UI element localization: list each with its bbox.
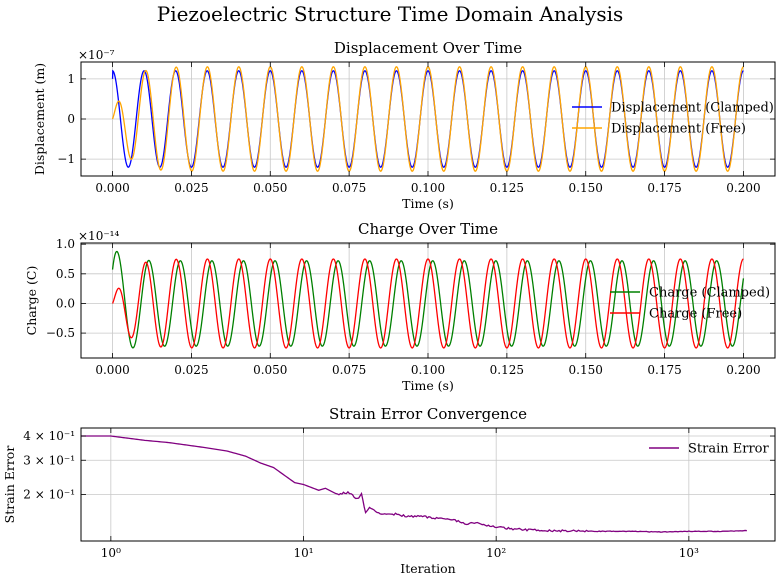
y-tick-label: 3 × 10⁻¹ [23, 453, 75, 467]
y-axis-label: Displacement (m) [32, 63, 47, 175]
y-axis-label: Charge (C) [24, 266, 39, 336]
legend-label: Charge (Clamped) [649, 286, 770, 301]
legend: Charge (Clamped) Charge (Free) [610, 286, 770, 322]
series-line-1 [81, 435, 747, 533]
x-axis-label: Time (s) [402, 196, 454, 211]
legend-label: Strain Error [688, 442, 770, 457]
y-tick-label: −0.5 [46, 326, 75, 340]
legend: Strain Error [649, 442, 770, 457]
x-tick-label: 0.025 [174, 363, 208, 377]
x-tick-label: 0.200 [726, 363, 760, 377]
legend: Displacement (Clamped) Displacement (Free… [572, 101, 774, 137]
y-tick-label: −1 [57, 152, 75, 166]
legend-label: Charge (Free) [649, 307, 742, 322]
subplot-1: 0.000 0.025 0.050 0.075 0.100 0.125 0.150 0.175… [32, 39, 776, 211]
subplot-title: Displacement Over Time [334, 39, 522, 57]
x-tick-label: 10² [486, 546, 506, 560]
x-tick-label: 0.125 [490, 181, 524, 195]
series-line-2 [111, 258, 744, 349]
y-tick-label: 0 [67, 112, 75, 126]
x-tick-label: 10³ [679, 546, 699, 560]
x-tick-label: 10⁰ [101, 546, 121, 560]
series-group [81, 435, 747, 533]
x-tick-label: 0.150 [569, 181, 603, 195]
x-tick-label: 0.100 [411, 363, 445, 377]
x-tick-label: 0.175 [647, 181, 681, 195]
x-tick-label: 0.050 [253, 363, 287, 377]
y-axis-label: Strain Error [2, 446, 17, 524]
x-tick-label: 0.000 [95, 363, 129, 377]
x-tick-label: 0.075 [332, 363, 366, 377]
x-tick-label: 0.175 [647, 363, 681, 377]
y-tick-label: 0.5 [56, 267, 75, 281]
x-axis-label: Iteration [400, 561, 455, 576]
subplot-title: Strain Error Convergence [329, 405, 527, 423]
series-group [111, 250, 745, 349]
x-tick-label: 10¹ [293, 546, 313, 560]
y-tick-label: 0.0 [56, 296, 75, 310]
axes-frame [80, 427, 776, 542]
x-tick-label: 0.150 [569, 363, 603, 377]
x-tick-label: 0.200 [726, 181, 760, 195]
legend-label: Displacement (Free) [611, 122, 746, 137]
y-tick-label: 1 [67, 72, 75, 86]
subplot-title: Charge Over Time [358, 220, 498, 238]
y-tick-label: 4 × 10⁻¹ [23, 429, 75, 443]
figure-suptitle: Piezoelectric Structure Time Domain Anal… [157, 2, 624, 26]
y-tick-label: 1.0 [56, 237, 75, 251]
x-tick-label: 0.000 [95, 181, 129, 195]
subplot-3: 10⁰ 10¹ 10² 10³ 2 × 10⁻¹ 3 × 10⁻¹ 4 × 10⁻¹ Stra… [2, 405, 776, 576]
x-tick-label: 0.100 [411, 181, 445, 195]
legend-label: Displacement (Clamped) [611, 101, 774, 116]
subplot-2: 0.000 0.025 0.050 0.075 0.100 0.125 0.150 0.175… [24, 220, 776, 393]
series-line-1 [111, 250, 745, 349]
y-tick-label: 2 × 10⁻¹ [23, 487, 75, 501]
x-tick-label: 0.050 [253, 181, 287, 195]
x-tick-label: 0.025 [174, 181, 208, 195]
x-tick-label: 0.075 [332, 181, 366, 195]
offset-label: ×10⁻¹⁴ [78, 229, 119, 243]
x-axis-label: Time (s) [402, 378, 454, 393]
offset-label: ×10⁻⁷ [78, 48, 115, 62]
x-tick-label: 0.125 [490, 363, 524, 377]
